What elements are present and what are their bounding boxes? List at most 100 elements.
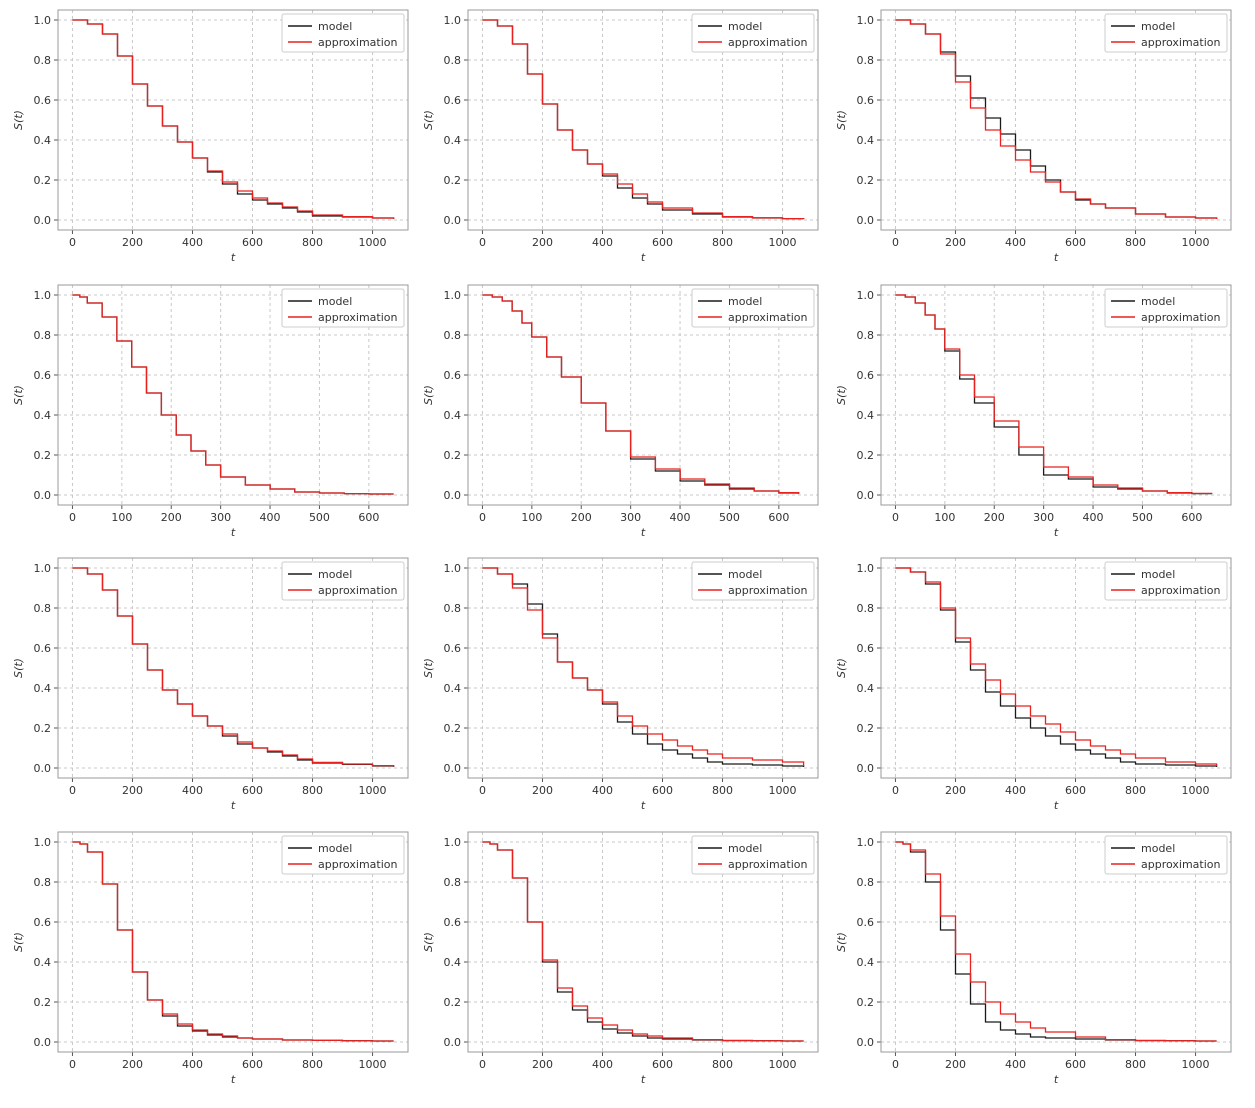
plot-frame: [467, 557, 819, 779]
x-tick-label: 100: [521, 511, 542, 524]
x-tick-label: 0: [479, 1058, 486, 1071]
y-tick-label: 0.4: [444, 682, 462, 695]
chart-panel-1: 0 200 400 600 800 1000 0.0 0.2 0.4 0.6 0.8 1.0 t S(t)…: [10, 0, 420, 272]
y-tick-label: 0.8: [857, 876, 875, 889]
y-tick-label: 0.4: [444, 134, 462, 147]
x-tick-label: 1000: [1182, 236, 1210, 249]
x-tick-label: 600: [358, 511, 379, 524]
y-tick-label: 1.0: [444, 562, 462, 575]
y-tick-label: 0.2: [34, 722, 52, 735]
chart-svg: 0 200 400 600 800 1000 0.0 0.2 0.4 0.6 0.8 1.0 t S(t)…: [422, 9, 819, 264]
x-tick-label: 200: [122, 784, 143, 797]
chart-svg: 0 200 400 600 800 1000 0.0 0.2 0.4 0.6 0.8 1.0 t S(t)…: [422, 831, 819, 1086]
approximation-series-line: [482, 294, 800, 494]
x-axis-label: t: [231, 251, 236, 264]
chart-panel-2: 0 200 400 600 800 1000 0.0 0.2 0.4 0.6 0.8 1.0 t S(t)…: [420, 0, 830, 272]
y-tick-label: 1.0: [444, 836, 462, 849]
legend-box: [281, 13, 405, 53]
chart-svg: 0 200 400 600 800 1000 0.0 0.2 0.4 0.6 0.8 1.0 t S(t)…: [12, 9, 409, 264]
x-tick-label: 600: [1065, 236, 1086, 249]
legend: model approximation: [1104, 561, 1228, 601]
x-tick-label: 500: [309, 511, 330, 524]
y-axis-label: S(t): [835, 658, 848, 678]
y-tick-label: 0.6: [34, 369, 52, 382]
model-series-line: [895, 567, 1218, 767]
y-tick-label: 1.0: [857, 836, 875, 849]
x-tick-label: 400: [592, 784, 613, 797]
legend-box: [1104, 13, 1228, 53]
x-tick-label: 200: [945, 784, 966, 797]
chart-svg: 0 200 400 600 800 1000 0.0 0.2 0.4 0.6 0.8 1.0 t S(t)…: [835, 557, 1232, 812]
legend: model approximation: [691, 288, 815, 328]
y-tick-label: 0.0: [857, 1036, 875, 1049]
y-tick-label: 0.2: [444, 449, 462, 462]
x-tick-label: 200: [945, 1058, 966, 1071]
approximation-series-line: [72, 19, 395, 219]
x-tick-label: 400: [1005, 1058, 1026, 1071]
x-tick-label: 600: [1181, 511, 1202, 524]
x-tick-label: 400: [1083, 511, 1104, 524]
plot-frame: [880, 284, 1232, 506]
legend-box: [691, 13, 815, 53]
plot-frame: [57, 557, 409, 779]
x-tick-label: 400: [1005, 784, 1026, 797]
legend: model approximation: [1104, 288, 1228, 328]
y-tick-label: 0.0: [857, 762, 875, 775]
legend-label-approximation: approximation: [728, 584, 807, 597]
y-tick-label: 1.0: [444, 14, 462, 27]
legend-box: [1104, 561, 1228, 601]
y-axis-label: S(t): [422, 932, 435, 952]
y-tick-label: 0.4: [857, 682, 875, 695]
x-tick-label: 400: [182, 784, 203, 797]
legend-label-model: model: [728, 842, 762, 855]
x-tick-label: 300: [1033, 511, 1054, 524]
plot-frame: [57, 831, 409, 1053]
legend: model approximation: [281, 835, 405, 875]
y-tick-label: 0.8: [857, 54, 875, 67]
x-axis-label: t: [641, 1073, 646, 1086]
y-tick-label: 1.0: [857, 14, 875, 27]
chart-panel-4: 0 100 200 300 400 500 600 0.0 0.2 0.4 0.6 0.8 1.0 t S(…: [10, 275, 420, 547]
legend: model approximation: [691, 835, 815, 875]
x-tick-label: 600: [242, 784, 263, 797]
approximation-series-line: [72, 841, 394, 1042]
chart-panel-3: 0 200 400 600 800 1000 0.0 0.2 0.4 0.6 0.8 1.0 t S(t)…: [833, 0, 1243, 272]
legend-label-model: model: [318, 20, 352, 33]
x-axis-label: t: [641, 251, 646, 264]
approximation-series-line: [482, 19, 805, 220]
x-tick-label: 0: [69, 511, 76, 524]
legend-label-approximation: approximation: [318, 584, 397, 597]
chart-svg: 0 100 200 300 400 500 600 0.0 0.2 0.4 0.6 0.8 1.0 t S(…: [422, 284, 819, 539]
legend-box: [1104, 288, 1228, 328]
x-tick-label: 400: [592, 1058, 613, 1071]
legend: model approximation: [281, 13, 405, 53]
chart-panel-9: 0 200 400 600 800 1000 0.0 0.2 0.4 0.6 0.8 1.0 t S(t)…: [833, 548, 1243, 820]
x-axis-label: t: [641, 526, 646, 539]
y-tick-label: 0.8: [444, 876, 462, 889]
y-axis-label: S(t): [12, 110, 25, 130]
y-tick-label: 0.8: [34, 54, 52, 67]
x-tick-label: 400: [670, 511, 691, 524]
x-tick-label: 400: [592, 236, 613, 249]
legend-box: [691, 288, 815, 328]
x-tick-label: 1000: [359, 784, 387, 797]
x-tick-label: 800: [302, 1058, 323, 1071]
legend-box: [281, 288, 405, 328]
chart-svg: 0 200 400 600 800 1000 0.0 0.2 0.4 0.6 0.8 1.0 t S(t)…: [835, 9, 1232, 264]
plot-frame: [57, 9, 409, 231]
y-tick-label: 0.0: [857, 489, 875, 502]
legend-box: [691, 561, 815, 601]
y-tick-label: 1.0: [34, 562, 52, 575]
x-tick-label: 600: [242, 236, 263, 249]
x-tick-label: 100: [934, 511, 955, 524]
chart-svg: 0 200 400 600 800 1000 0.0 0.2 0.4 0.6 0.8 1.0 t S(t)…: [422, 557, 819, 812]
x-tick-label: 0: [892, 784, 899, 797]
chart-panel-8: 0 200 400 600 800 1000 0.0 0.2 0.4 0.6 0.8 1.0 t S(t)…: [420, 548, 830, 820]
x-axis-label: t: [1054, 251, 1059, 264]
x-tick-label: 400: [260, 511, 281, 524]
y-tick-label: 0.0: [34, 214, 52, 227]
y-tick-label: 0.6: [34, 916, 52, 929]
legend-label-model: model: [728, 568, 762, 581]
legend-label-model: model: [728, 20, 762, 33]
